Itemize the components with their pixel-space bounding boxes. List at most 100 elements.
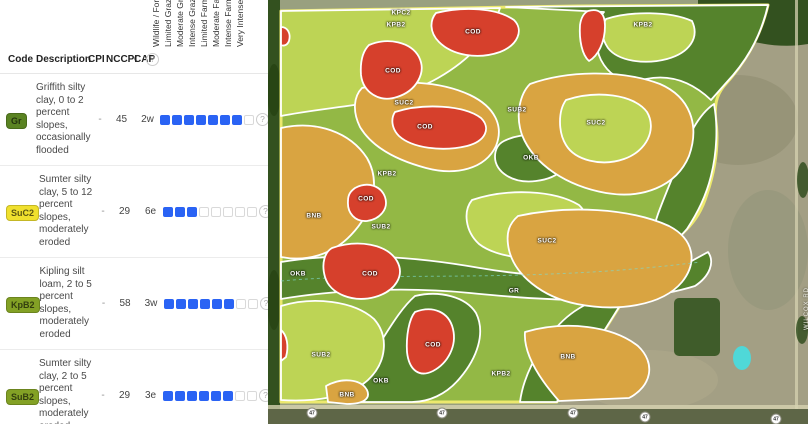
soil-zone-label: COD: [417, 123, 433, 131]
capability-squares: [163, 390, 259, 401]
soil-zone-label: BNB: [306, 212, 322, 220]
nccpi-value: 29: [118, 390, 131, 401]
cpi-value: -: [101, 390, 105, 401]
soil-code-badge: SuC2: [6, 204, 40, 221]
capability-column-header: Wildlife / Forestry: [151, 0, 161, 47]
soil-description: Sumter silty clay, 5 to 12 percent slope…: [39, 174, 93, 248]
soil-zone-label: KPB2: [377, 170, 397, 178]
soil-code-badge: Gr: [6, 112, 27, 129]
soil-code-cell: SuC2: [6, 203, 40, 221]
header-help-icon[interactable]: ?: [146, 53, 159, 66]
row-help-icon[interactable]: ?: [256, 113, 268, 126]
table-header: Code Description CPI NCCPI CAP ? Wildlif…: [0, 0, 268, 74]
capability-squares: [160, 114, 256, 125]
capability-square: [223, 298, 234, 309]
zone-cod-strip: [578, 9, 606, 62]
capability-square: [163, 298, 174, 309]
row-help-icon[interactable]: ?: [259, 205, 268, 218]
pond: [733, 346, 751, 370]
capability-square: [175, 390, 186, 401]
zone-cod-sliver-top: [280, 26, 291, 47]
capability-square: [235, 390, 246, 401]
route-marker: 47: [306, 407, 318, 419]
capability-square: [223, 206, 234, 217]
soil-zone-label: BNB: [560, 353, 576, 361]
zone-cod-a: [430, 8, 520, 57]
capability-square: [220, 114, 230, 125]
capability-column-header: Moderate Farming: [211, 0, 221, 47]
soil-code-cell: SuB2: [6, 387, 40, 405]
soil-zone-label: OKB: [373, 377, 389, 385]
column-header-code: Code: [8, 54, 33, 65]
cpi-value: -: [101, 206, 105, 217]
soil-zone-label: SUC2: [537, 237, 557, 245]
table-row[interactable]: KpB2 Kipling silt loam, 2 to 5 percent s…: [0, 258, 268, 350]
route-marker: 47: [567, 407, 579, 419]
soil-zone-label: COD: [425, 341, 441, 349]
capability-square: [247, 206, 258, 217]
table-row[interactable]: SuB2 Sumter silty clay, 2 to 5 percent s…: [0, 350, 268, 424]
nccpi-value: 45: [115, 114, 128, 125]
row-help-icon[interactable]: ?: [259, 297, 268, 310]
capability-square: [223, 390, 234, 401]
capability-square: [199, 390, 210, 401]
capability-square: [235, 298, 246, 309]
zone-cod-f: [405, 308, 455, 375]
soil-zone-label: COD: [385, 67, 401, 75]
trees-strip-left: [268, 0, 280, 424]
capability-square: [208, 114, 218, 125]
zone-cod-sliver-bottom: [280, 329, 289, 362]
capability-square: [235, 206, 246, 217]
capability-square: [163, 206, 174, 217]
soil-zone-label: COD: [358, 195, 374, 203]
soil-zone-label: SUB2: [507, 106, 527, 114]
capability-square: [187, 390, 198, 401]
soil-zone-label: KPC2: [391, 9, 411, 17]
column-header-cap: CAP: [134, 54, 156, 65]
capability-square: [247, 298, 258, 309]
cap-value: 3w: [144, 298, 158, 309]
capability-square: [199, 298, 210, 309]
soil-map[interactable]: KPC2 KPB2 COD KPB2 COD SUC2 SUB2 COD SUC2 OKB KPB2…: [268, 0, 808, 424]
soil-zone-label: BNB: [339, 391, 355, 399]
soil-table-body: Gr Griffith silty clay, 0 to 2 percent s…: [0, 74, 268, 424]
capability-square: [247, 390, 258, 401]
table-row[interactable]: SuC2 Sumter silty clay, 5 to 12 percent …: [0, 166, 268, 258]
capability-column-header: Intense Farming: [223, 0, 233, 47]
capability-square: [196, 114, 206, 125]
soil-zone-label: SUB2: [371, 223, 391, 231]
zone-light-inner-right: [559, 93, 652, 164]
soil-zone-label: KPB2: [386, 21, 406, 29]
table-row[interactable]: Gr Griffith silty clay, 0 to 2 percent s…: [0, 74, 268, 166]
capability-square: [184, 114, 194, 125]
column-header-description: Description: [36, 54, 92, 65]
capability-squares: [163, 206, 259, 217]
soil-zone-label: GR: [508, 287, 520, 295]
nccpi-value: 58: [119, 298, 131, 309]
homestead-trees: [674, 298, 720, 356]
capability-square: [199, 206, 210, 217]
zone-cod-d: [347, 183, 387, 222]
road-vertical: [795, 0, 798, 424]
row-help-icon[interactable]: ?: [259, 389, 268, 402]
capability-square: [232, 114, 242, 125]
zone-cod-b: [359, 40, 423, 100]
zone-ochre-suc2-rightmid: [506, 208, 693, 309]
road-name-label: WILCOX RD: [804, 286, 808, 330]
soil-zone-label: SUB2: [311, 351, 331, 359]
road-horizontal: [268, 409, 808, 424]
column-header-nccpi: NCCPI: [106, 54, 138, 65]
capability-square: [187, 206, 198, 217]
zone-cod-c: [391, 105, 487, 150]
soil-zone-label: OKB: [523, 154, 539, 162]
capability-column-header: Moderate Grazing: [175, 0, 185, 47]
route-marker: 47: [770, 413, 782, 424]
route-marker: 47: [639, 411, 651, 423]
soil-description: Griffith silty clay, 0 to 2 percent slop…: [36, 82, 91, 156]
capability-square: [172, 114, 182, 125]
soil-code-badge: SuB2: [6, 388, 40, 405]
soil-zone-label: SUC2: [394, 99, 414, 107]
cap-value: 6e: [144, 206, 157, 217]
soil-zone-label: COD: [362, 270, 378, 278]
